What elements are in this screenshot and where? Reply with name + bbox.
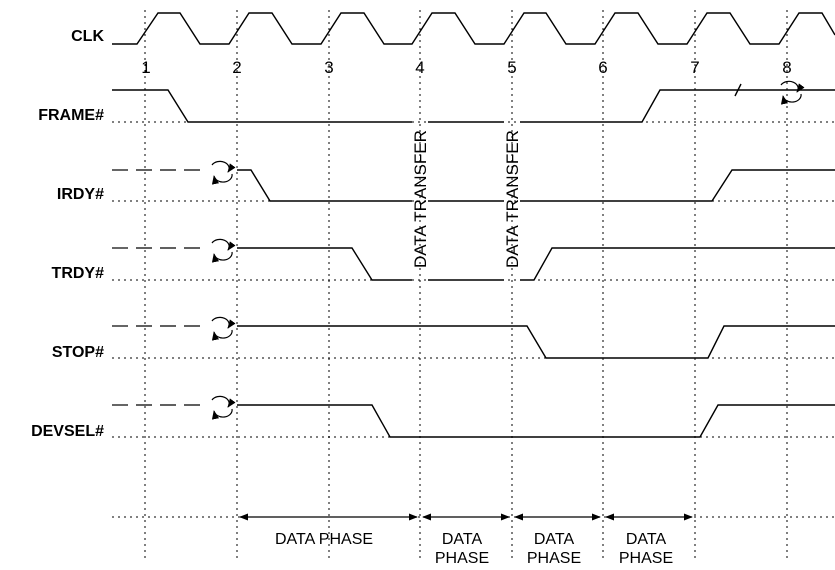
clock-number-3: 3 [324, 58, 333, 77]
phase-label-4-bottom: PHASE [619, 550, 673, 567]
turnaround-icon-irdy [211, 160, 236, 185]
devsel-waveform [112, 404, 835, 438]
clk-label: CLK [71, 28, 104, 45]
frame-break-mark [734, 83, 742, 97]
clock-number-5: 5 [507, 58, 516, 77]
trdy-label: TRDY# [52, 265, 105, 282]
clock-numbers: 1 2 3 4 5 6 7 8 [141, 58, 791, 77]
clk-waveform [112, 12, 835, 45]
phase-label-3-top: DATA [534, 531, 575, 548]
turnaround-icon-stop [211, 316, 236, 341]
devsel-label: DEVSEL# [31, 423, 104, 440]
phase-label-4-top: DATA [626, 531, 667, 548]
clock-number-7: 7 [690, 58, 699, 77]
phase-label-2-bottom: PHASE [435, 550, 489, 567]
clock-number-6: 6 [598, 58, 607, 77]
irdy-waveform [112, 169, 835, 202]
turnaround-icon-trdy [211, 238, 236, 263]
turnaround-icon-devsel [211, 395, 236, 420]
clock-number-4: 4 [415, 58, 424, 77]
stop-label: STOP# [52, 344, 104, 361]
phase-label-1: DATA PHASE [275, 531, 373, 548]
clock-gridlines [144, 10, 788, 560]
data-transfer-label-1: DATA TRANSFER [411, 130, 430, 268]
trdy-waveform [112, 247, 835, 281]
turnaround-icon-frame [780, 80, 805, 105]
clock-number-8: 8 [782, 58, 791, 77]
clock-number-2: 2 [232, 58, 241, 77]
clock-number-1: 1 [141, 58, 150, 77]
frame-label: FRAME# [38, 107, 104, 124]
phase-label-2-top: DATA [442, 531, 483, 548]
data-transfer-label-2: DATA TRANSFER [503, 130, 522, 268]
frame-waveform [112, 83, 835, 123]
irdy-label: IRDY# [57, 186, 104, 203]
phase-label-3-bottom: PHASE [527, 550, 581, 567]
stop-waveform [112, 325, 835, 359]
